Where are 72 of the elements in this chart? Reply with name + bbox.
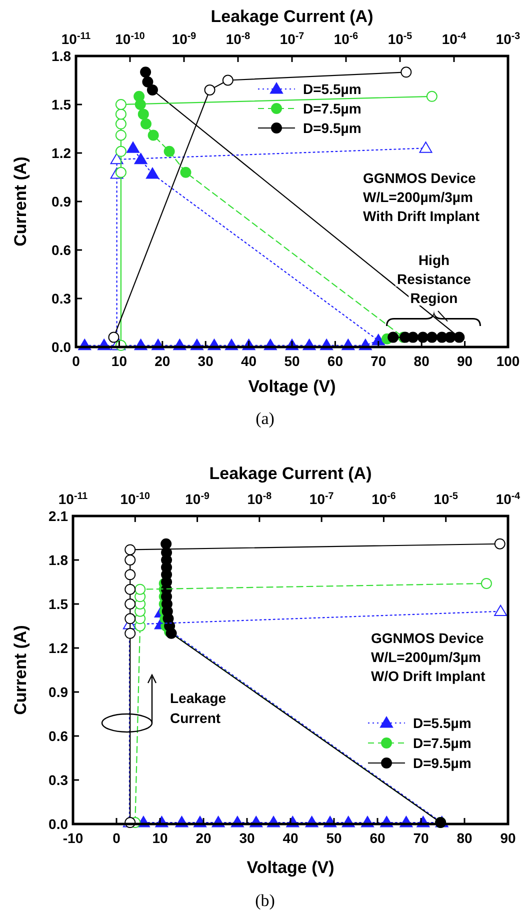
x2-axis-title: Leakage Current (A) [209, 464, 372, 483]
x-tick-label: 20 [154, 353, 170, 369]
x2-tick-label: 10$^{-3}$ [496, 30, 521, 47]
y-tick-label: 1.8 [52, 48, 72, 64]
y-axis-title: Current (A) [11, 156, 30, 246]
x2-tick-label: 10$^{-4}$ [496, 490, 521, 507]
y-tick-label: 0.3 [52, 290, 72, 306]
y-tick-label: 1.8 [48, 552, 68, 568]
y-tick-label: 0.3 [48, 772, 68, 788]
legend-label: D=5.5µm [303, 81, 362, 97]
x2-tick-label: 10$^{-9}$ [172, 30, 197, 47]
y-tick-label: 0.6 [48, 728, 68, 744]
annotation: GGNMOS Device W/L=200µm/3µm W/O Drift Implant [371, 630, 486, 684]
text: (b) [255, 891, 275, 910]
y-tick-label: 0.6 [52, 242, 72, 258]
x2-tick-label: 10$^{-9}$ [185, 490, 210, 507]
text: (a) [256, 409, 274, 428]
y-tick-label: 1.5 [52, 96, 72, 112]
x-tick-label: 0 [72, 353, 80, 369]
y-tick-label: 1.2 [48, 640, 68, 656]
x-tick-label: 90 [457, 353, 473, 369]
x2-tick-label: 10$^{-8}$ [247, 490, 272, 507]
x-tick-label: 0 [112, 830, 121, 846]
y-tick-label: 0.9 [52, 194, 72, 210]
x-tick-label: 70 [370, 353, 386, 369]
x-tick-label: 60 [327, 353, 344, 369]
x2-axis-title: Leakage Current (A) [210, 7, 374, 26]
x-axis-title: Voltage (V) [248, 377, 336, 396]
legend-label: D=9.5µm [413, 755, 472, 771]
y-tick-label: 1.2 [52, 145, 72, 161]
legend-label: D=7.5µm [303, 100, 362, 116]
x-tick-label: 80 [456, 830, 472, 846]
x2-tick-label: 10$^{-10}$ [115, 30, 146, 47]
legend-label: D=9.5µm [303, 120, 362, 136]
x2-tick-label: 10$^{-7}$ [309, 490, 334, 507]
x2-tick-label: 10$^{-4}$ [442, 30, 467, 47]
annotation: GGNMOS Device W/L=200µm/3µm With Drift Implant [363, 170, 480, 224]
x-axis-title: Voltage (V) [246, 858, 334, 877]
x-tick-label: 70 [413, 830, 429, 846]
x2-tick-label: 10$^{-11}$ [58, 490, 88, 507]
y-tick-label: 2.1 [48, 508, 68, 524]
x-tick-label: 90 [500, 830, 516, 846]
x-tick-label: 80 [414, 353, 430, 369]
x-tick-label: 10 [111, 353, 128, 369]
x2-tick-label: 10$^{-6}$ [372, 490, 396, 507]
x2-tick-label: 10$^{-5}$ [434, 490, 459, 507]
x-tick-label: 10 [152, 830, 168, 846]
y-tick-label: 0.9 [48, 684, 68, 700]
x-tick-label: 30 [198, 353, 214, 369]
x-tick-label: 50 [326, 830, 342, 846]
x2-tick-label: 10$^{-8}$ [226, 30, 251, 47]
x-tick-label: 40 [241, 353, 257, 369]
annotation: High Resistance Region [397, 252, 472, 306]
x-tick-label: 30 [239, 830, 255, 846]
x-tick-label: 60 [370, 830, 386, 846]
y-tick-label: 0.0 [48, 816, 68, 832]
x-tick-label: -10 [62, 830, 84, 846]
x-tick-label: 50 [284, 353, 300, 369]
x2-tick-label: 10$^{-6}$ [334, 30, 359, 47]
x2-tick-label: 10$^{-10}$ [120, 490, 151, 507]
y-tick-label: 0.0 [52, 339, 72, 355]
x2-tick-label: 10$^{-11}$ [61, 30, 92, 47]
y-axis-title: Current (A) [11, 625, 30, 715]
x-tick-label: 20 [196, 830, 212, 846]
annotation: Leakage Current [170, 690, 226, 726]
legend-label: D=7.5µm [413, 735, 472, 751]
x2-tick-label: 10$^{-5}$ [388, 30, 413, 47]
x-tick-label: 40 [282, 830, 298, 846]
x-tick-label: 100 [496, 353, 520, 369]
legend-label: D=5.5µm [413, 715, 472, 731]
y-tick-label: 1.5 [48, 596, 68, 612]
x2-tick-label: 10$^{-7}$ [280, 30, 305, 47]
